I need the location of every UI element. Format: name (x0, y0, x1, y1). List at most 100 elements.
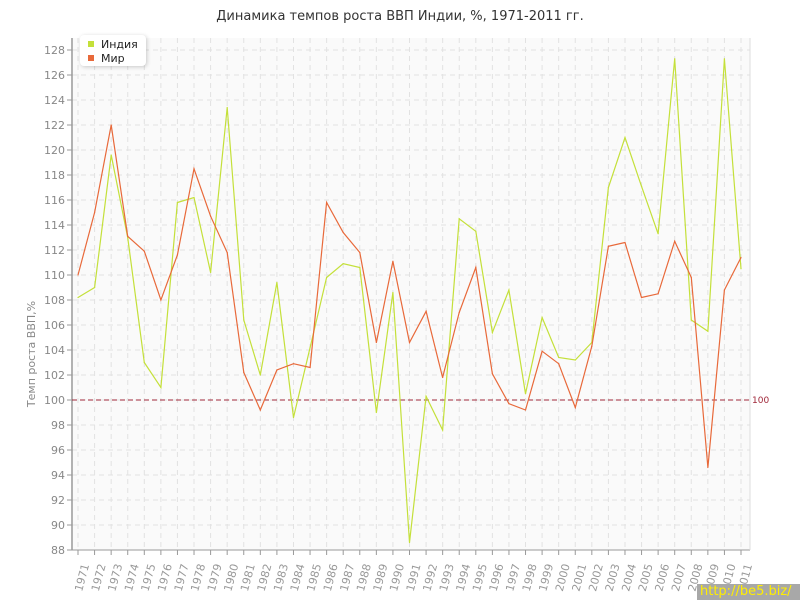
data-point-world (326, 201, 328, 204)
data-point-world (375, 341, 377, 344)
y-tick-label: 108 (44, 294, 65, 307)
data-point-india (442, 429, 444, 431)
data-point-world (176, 254, 179, 256)
y-tick-label: 100 (44, 394, 65, 407)
data-point-world (674, 240, 676, 242)
y-tick-label: 126 (44, 69, 65, 82)
data-point-india (640, 185, 643, 187)
y-tick-label: 106 (44, 319, 65, 332)
data-point-india (524, 393, 527, 395)
data-point-world (243, 371, 245, 374)
y-tick-label: 92 (51, 494, 65, 507)
data-point-world (491, 373, 493, 375)
y-tick-label: 110 (44, 269, 65, 282)
data-point-india (292, 416, 295, 419)
data-point-world (558, 363, 560, 365)
data-point-india (176, 201, 179, 204)
data-point-india (475, 230, 477, 232)
data-point-world (458, 311, 460, 314)
data-point-india (392, 291, 394, 294)
y-tick-label: 90 (51, 519, 65, 532)
data-point-india (690, 319, 692, 321)
y-tick-label: 128 (44, 44, 65, 57)
data-point-india (674, 58, 676, 60)
data-point-india (143, 361, 145, 364)
data-point-world (77, 274, 79, 276)
data-point-india (558, 356, 560, 359)
data-point-world (657, 293, 659, 295)
watermark[interactable]: http://be5.biz/ (697, 584, 800, 600)
data-point-india (243, 319, 245, 321)
y-tick-label: 104 (44, 344, 65, 357)
plot-background (72, 38, 750, 550)
data-point-india (740, 268, 742, 270)
data-point-india (160, 386, 162, 389)
data-point-world (690, 276, 692, 279)
data-point-world (127, 235, 129, 237)
data-point-world (160, 299, 162, 301)
data-point-world (359, 251, 361, 254)
y-tick-label: 98 (51, 419, 65, 432)
data-point-india (342, 263, 344, 265)
data-point-world (276, 369, 278, 371)
data-point-india (624, 136, 626, 139)
data-point-world (707, 466, 709, 469)
legend: Индия Мир (80, 35, 146, 66)
data-point-india (657, 233, 659, 235)
data-point-india (375, 411, 377, 414)
data-point-india (93, 286, 96, 289)
data-point-world (508, 403, 510, 405)
data-point-india (77, 296, 79, 299)
y-tick-label: 114 (44, 219, 65, 232)
data-point-world (541, 350, 543, 352)
data-point-world (640, 296, 643, 299)
data-point-india (458, 218, 460, 220)
data-point-india (110, 154, 112, 156)
legend-item-world[interactable]: Мир (80, 51, 146, 65)
y-tick-label: 120 (44, 144, 65, 157)
data-point-india (259, 374, 261, 376)
reference-line-label: 100 (752, 396, 769, 406)
legend-label-world: Мир (101, 51, 125, 65)
data-point-india (541, 316, 543, 319)
data-point-india (309, 346, 311, 349)
data-point-world (259, 409, 261, 411)
legend-label-india: Индия (101, 37, 138, 51)
data-point-india (607, 186, 610, 189)
data-point-india (226, 106, 228, 109)
y-tick-label: 94 (51, 469, 65, 482)
data-point-india (408, 541, 411, 544)
y-tick-label: 88 (51, 544, 65, 557)
y-tick-label: 122 (44, 119, 65, 132)
data-point-world (723, 289, 726, 291)
data-point-india (707, 330, 709, 332)
data-point-india (574, 359, 576, 361)
y-tick-label: 118 (44, 169, 65, 182)
data-point-world (607, 245, 610, 247)
data-point-world (442, 376, 444, 379)
data-point-world (524, 409, 527, 411)
data-point-world (210, 215, 212, 217)
data-point-world (309, 366, 311, 369)
legend-item-india[interactable]: Индия (80, 37, 146, 51)
data-point-world (110, 124, 112, 126)
data-point-india (508, 289, 510, 291)
data-point-world (591, 345, 593, 347)
data-point-india (276, 281, 278, 284)
legend-swatch-world (88, 55, 94, 61)
data-point-world (226, 251, 228, 254)
y-tick-label: 124 (44, 94, 65, 107)
legend-swatch-india (88, 41, 94, 47)
y-tick-label: 116 (44, 194, 65, 207)
data-point-india (425, 395, 427, 397)
data-point-world (342, 231, 344, 234)
data-point-world (292, 363, 295, 365)
y-tick-label: 112 (44, 244, 65, 257)
y-tick-label: 96 (51, 444, 65, 457)
data-point-india (359, 266, 361, 269)
data-point-india (193, 196, 195, 199)
data-point-world (425, 310, 427, 312)
data-point-world (740, 256, 742, 259)
data-point-world (475, 266, 477, 269)
